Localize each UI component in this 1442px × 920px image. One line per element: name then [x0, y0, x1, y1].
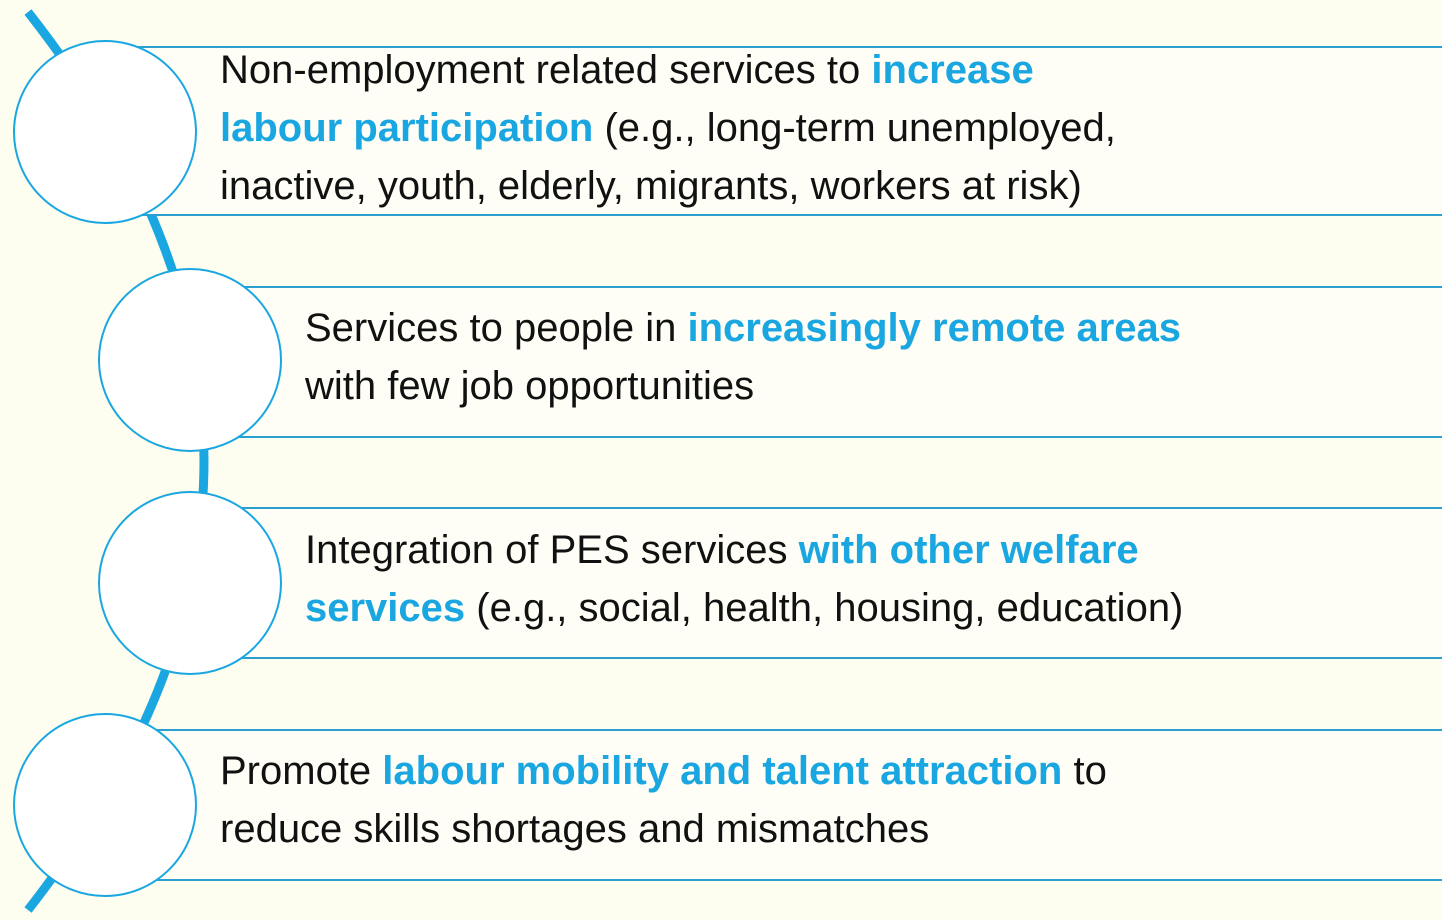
body-text: Non-employment related services to [220, 48, 871, 92]
item-band [190, 508, 1442, 658]
highlight-text: increase [871, 48, 1033, 92]
highlight-text: with other welfare [798, 528, 1139, 572]
body-text: (e.g., social, health, housing, educatio… [465, 586, 1183, 630]
item-text-line: labour participation (e.g., long-term un… [220, 106, 1116, 150]
item-text-line: services (e.g., social, health, housing,… [305, 586, 1183, 630]
body-text: to [1062, 749, 1106, 793]
item-circle [98, 491, 282, 675]
highlight-text: services [305, 586, 465, 630]
item-band [105, 730, 1442, 880]
body-text: (e.g., long-term unemployed, [593, 106, 1115, 150]
body-text: Promote [220, 749, 382, 793]
body-text: inactive, youth, elderly, migrants, work… [220, 164, 1082, 208]
item-circle [13, 40, 197, 224]
list-item: Services to people in increasingly remot… [98, 268, 1442, 452]
body-text: reduce skills shortages and mismatches [220, 807, 929, 851]
body-text: Integration of PES services [305, 528, 799, 572]
highlight-text: labour mobility and talent attraction [382, 749, 1062, 793]
item-text-line: inactive, youth, elderly, migrants, work… [220, 164, 1082, 208]
item-circle [13, 713, 197, 897]
item-band [190, 287, 1442, 437]
body-text: with few job opportunities [304, 364, 754, 408]
item-band [105, 47, 1442, 215]
item-text-line: Promote labour mobility and talent attra… [220, 749, 1107, 793]
item-circle [98, 268, 282, 452]
body-text: Services to people in [305, 306, 687, 350]
item-text-line: reduce skills shortages and mismatches [220, 807, 929, 851]
list-item: Non-employment related services to incre… [13, 40, 1442, 224]
list-item: Promote labour mobility and talent attra… [13, 713, 1442, 897]
item-text-line: with few job opportunities [304, 364, 754, 408]
highlight-text: increasingly remote areas [687, 306, 1181, 350]
item-text-line: Integration of PES services with other w… [305, 528, 1139, 572]
highlight-text: labour participation [220, 106, 593, 150]
list-item: Integration of PES services with other w… [98, 491, 1442, 675]
item-text-line: Services to people in increasingly remot… [305, 306, 1181, 350]
item-text-line: Non-employment related services to incre… [220, 48, 1034, 92]
